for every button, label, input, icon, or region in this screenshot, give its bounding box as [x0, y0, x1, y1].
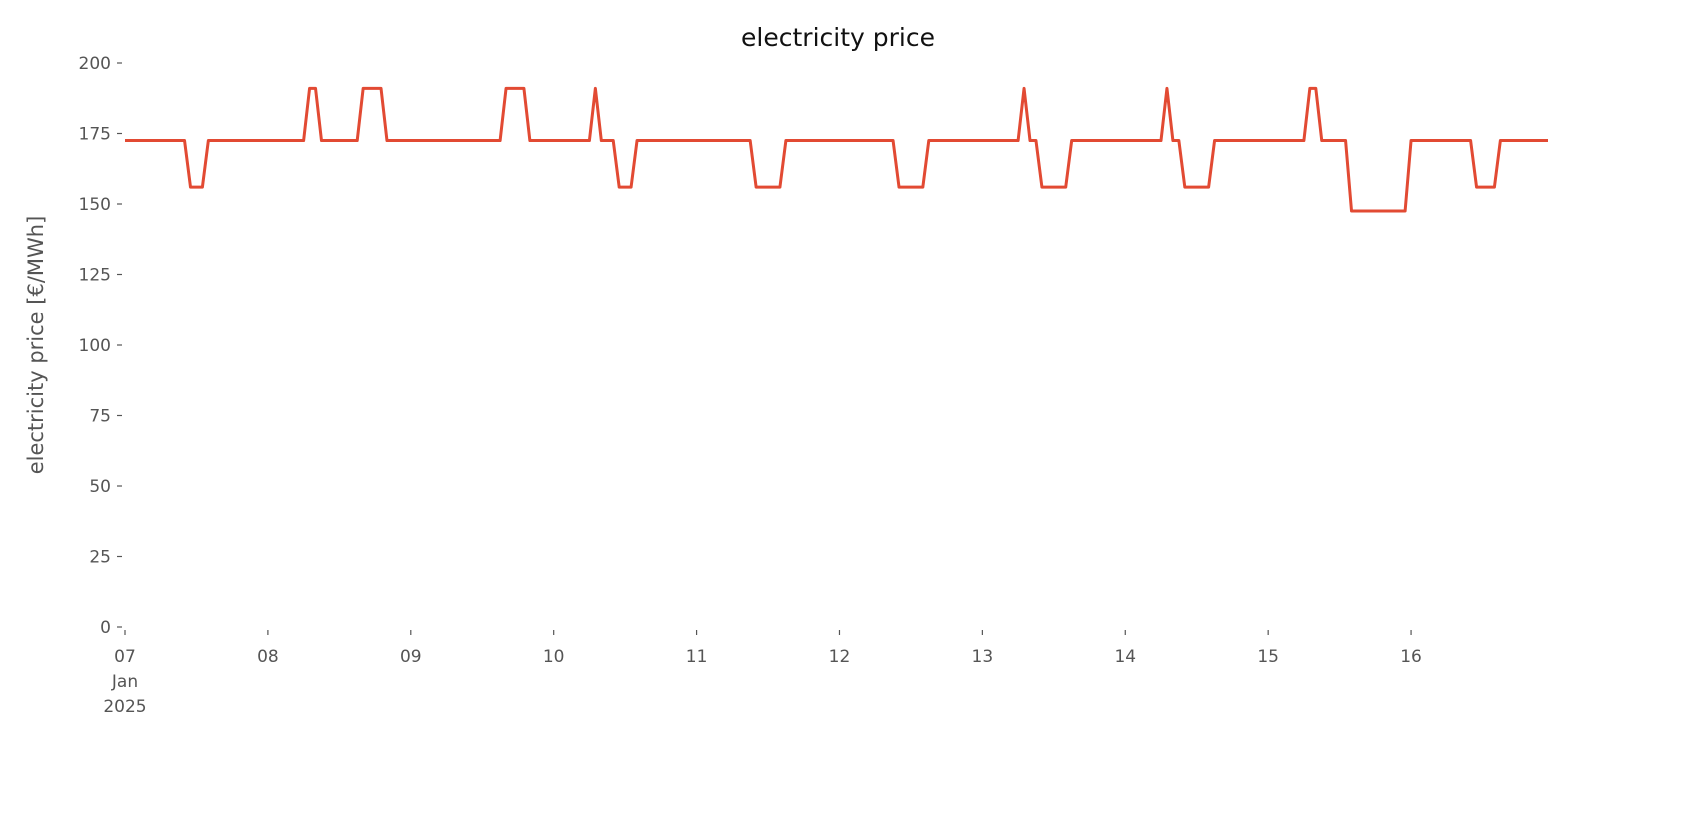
x-tick-label: 16	[1400, 647, 1422, 667]
x-tick-label: 14	[1114, 647, 1136, 667]
x-tick-label: 13	[972, 647, 994, 667]
y-tick-label: 75	[89, 407, 111, 427]
price-line	[125, 86, 1548, 213]
x-tick-label: 09	[400, 647, 422, 667]
x-tick-label: 11	[686, 647, 708, 667]
y-axis-label: electricity price [€/MWh]	[24, 216, 48, 475]
y-tick-label: 175	[79, 125, 111, 145]
x-tick-label: 08	[257, 647, 279, 667]
y-tick-label: 25	[89, 548, 111, 568]
x-tick-label: 07 Jan 2025	[103, 647, 146, 717]
y-tick-label: 150	[79, 195, 111, 215]
y-tick-label: 0	[100, 618, 111, 638]
y-tick-label: 100	[79, 336, 111, 356]
x-tick-label: 15	[1257, 647, 1279, 667]
x-tick-label: 12	[829, 647, 851, 667]
y-tick-label: 50	[89, 477, 111, 497]
y-tick-label: 200	[79, 54, 111, 74]
chart-title: electricity price	[741, 23, 935, 52]
y-tick-label: 125	[79, 266, 111, 286]
x-tick-label: 10	[543, 647, 565, 667]
